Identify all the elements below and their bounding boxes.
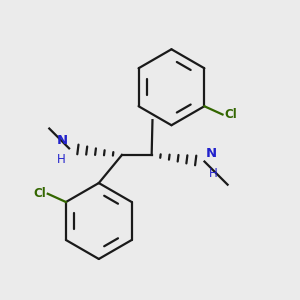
Text: H: H xyxy=(56,153,65,166)
Text: H: H xyxy=(209,167,218,179)
Text: Cl: Cl xyxy=(224,108,237,121)
Text: N: N xyxy=(56,134,68,147)
Text: Cl: Cl xyxy=(33,187,46,200)
Text: N: N xyxy=(206,147,217,160)
